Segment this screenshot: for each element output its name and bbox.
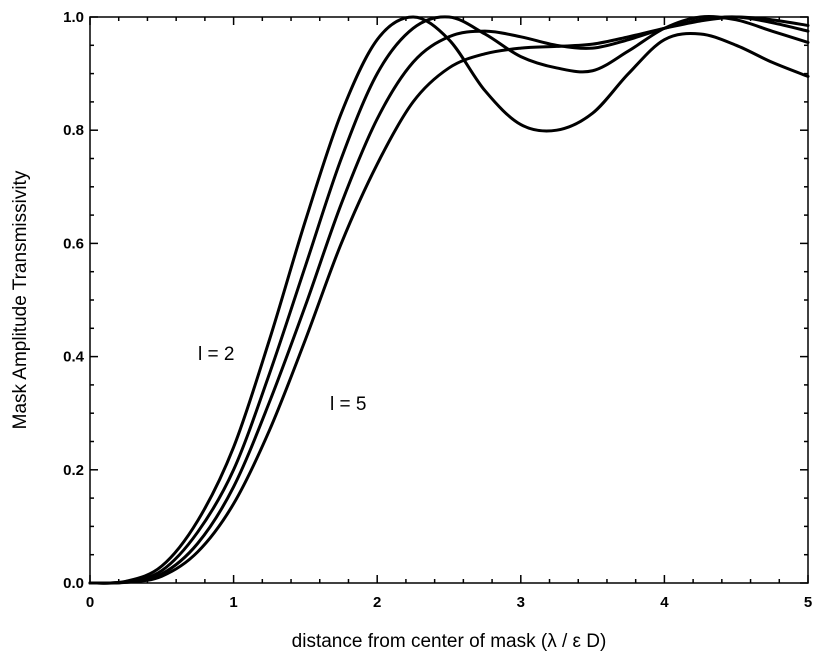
y-tick-label: 1.0 — [63, 9, 84, 26]
y-tick-label: 0.2 — [63, 462, 84, 479]
series-line-3 — [88, 15, 810, 585]
y-axis-title: Mask Amplitude Transmissivity — [10, 170, 31, 429]
series-line-2 — [88, 15, 810, 585]
x-tick-label: 4 — [660, 594, 669, 611]
plot-frame — [89, 16, 809, 584]
y-tick-label: 0.6 — [63, 235, 84, 252]
annotation-l2: l = 2 — [198, 344, 234, 365]
y-tick-label: 0.0 — [63, 575, 84, 592]
y-tick-label: 0.4 — [63, 349, 85, 366]
x-axis-title: distance from center of mask (λ / ε D) — [292, 631, 607, 652]
tick-labels: 0 1 2 3 4 5 0.0 0.2 0.4 0.6 0.8 1.0 — [63, 9, 812, 611]
series-line-4 — [88, 15, 810, 585]
annotation-l5: l = 5 — [330, 394, 366, 415]
x-tick-label: 2 — [373, 594, 381, 611]
x-tick-label: 5 — [804, 594, 812, 611]
y-tick-label: 0.8 — [63, 122, 84, 139]
series-group — [88, 15, 810, 585]
series-line-1 — [88, 15, 810, 585]
x-tick-label: 0 — [86, 594, 94, 611]
axis-ticks — [89, 16, 809, 584]
x-tick-label: 3 — [517, 594, 525, 611]
x-tick-label: 1 — [229, 594, 237, 611]
